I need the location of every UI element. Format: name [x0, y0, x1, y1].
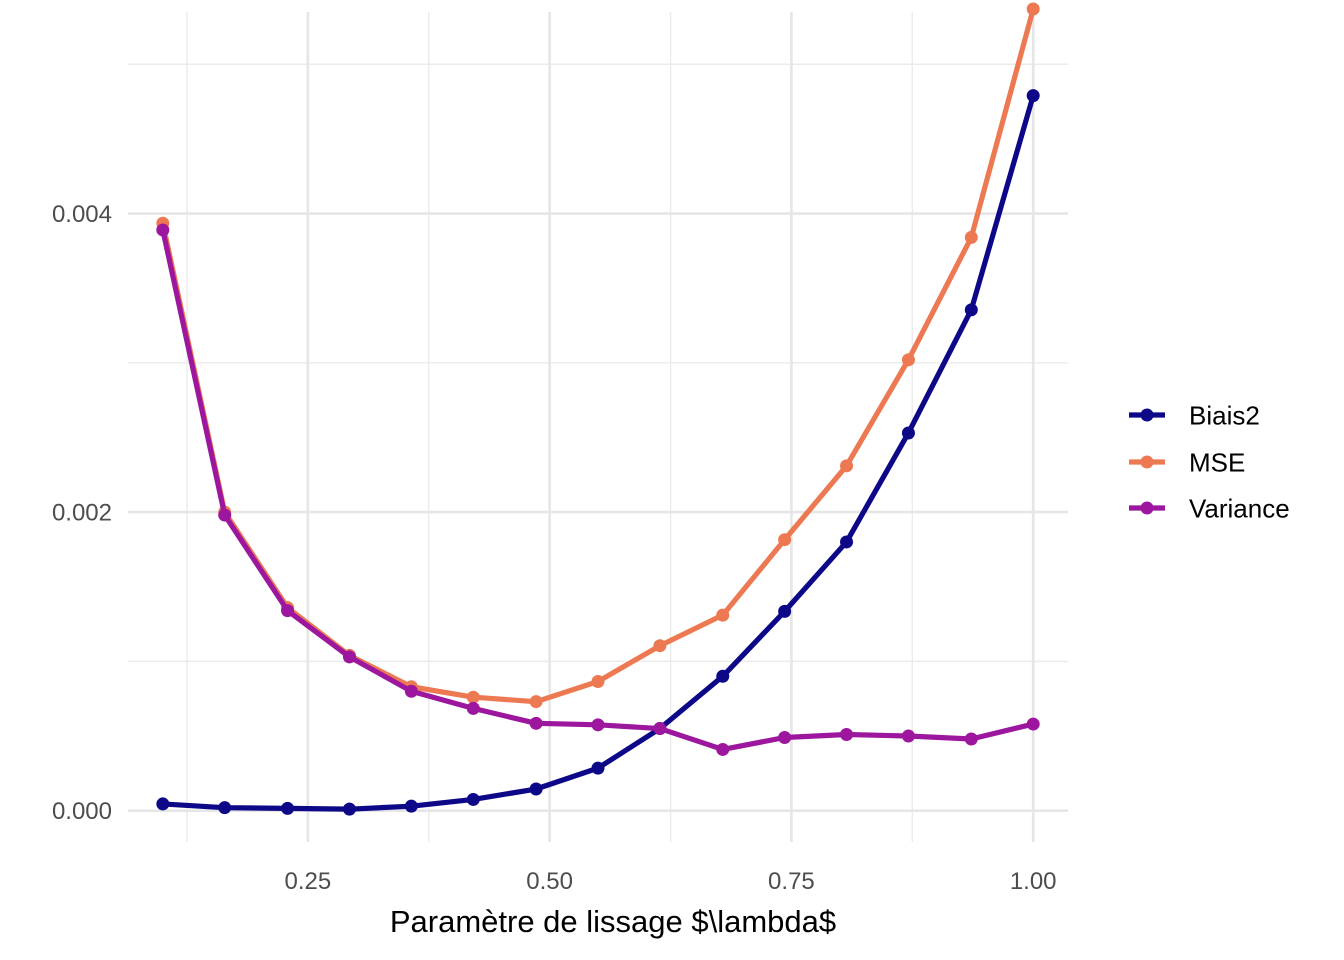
y-tick-label: 0.002: [52, 500, 112, 527]
point-biais2: [218, 801, 232, 815]
legend-label: Variance: [1189, 494, 1290, 524]
point-biais2: [404, 799, 418, 813]
legend-label: Biais2: [1189, 401, 1260, 431]
legend: Biais2 MSE Variance: [1129, 401, 1290, 524]
series-line-mse: [160, 8, 1036, 705]
point-variance: [218, 508, 232, 522]
x-axis-title: Paramètre de lissage $\lambda$: [390, 904, 836, 939]
point-variance: [653, 722, 667, 736]
point-variance: [964, 732, 978, 746]
series-mse: [156, 2, 1040, 709]
legend-key-point: [1140, 501, 1154, 515]
series-biais2: [156, 89, 1040, 816]
series-line-biais2: [162, 94, 1036, 812]
point-variance: [901, 729, 915, 743]
point-biais2: [840, 535, 854, 549]
point-biais2: [156, 797, 170, 811]
point-variance: [716, 742, 730, 756]
point-variance: [591, 718, 605, 732]
point-biais2: [964, 303, 978, 317]
point-mse: [466, 690, 480, 704]
point-variance: [404, 684, 418, 698]
grid-minor: [128, 12, 1068, 842]
point-biais2: [466, 792, 480, 806]
point-biais2: [716, 669, 730, 683]
point-variance: [156, 223, 170, 237]
point-variance: [529, 716, 543, 730]
point-variance: [778, 731, 792, 745]
point-variance: [466, 701, 480, 715]
y-tick-label: 0.000: [52, 798, 112, 825]
point-mse: [653, 639, 667, 653]
point-biais2: [529, 782, 543, 796]
point-biais2: [591, 761, 605, 775]
legend-key-point: [1140, 408, 1154, 422]
point-mse: [964, 230, 978, 244]
legend-item-variance: Variance: [1129, 494, 1290, 524]
point-biais2: [1026, 89, 1040, 103]
point-variance: [342, 650, 356, 664]
x-tick-label: 1.00: [1010, 868, 1057, 895]
point-variance: [281, 604, 295, 618]
point-variance: [840, 728, 854, 742]
legend-item-biais2: Biais2: [1129, 401, 1260, 431]
point-mse: [591, 675, 605, 689]
point-mse: [529, 695, 543, 709]
y-tick-label: 0.004: [52, 201, 112, 228]
legend-label: MSE: [1189, 448, 1245, 478]
point-mse: [1026, 2, 1040, 16]
point-mse: [778, 533, 792, 547]
point-biais2: [342, 802, 356, 816]
x-tick-label: 0.25: [285, 868, 332, 895]
point-biais2: [901, 426, 915, 440]
point-mse: [716, 608, 730, 622]
point-biais2: [281, 801, 295, 815]
legend-item-mse: MSE: [1129, 448, 1245, 478]
series-layer: [156, 2, 1040, 816]
x-tick-label: 0.75: [768, 868, 815, 895]
x-tick-labels: 0.25 0.50 0.75 1.00: [285, 868, 1057, 895]
point-mse: [840, 459, 854, 473]
point-variance: [1026, 717, 1040, 731]
grid-major: [128, 12, 1068, 842]
point-mse: [901, 353, 915, 367]
series-line-variance: [160, 229, 1034, 753]
y-tick-labels: 0.000 0.002 0.004: [52, 201, 112, 825]
legend-key-point: [1140, 455, 1154, 469]
x-tick-label: 0.50: [526, 868, 573, 895]
series-variance: [156, 223, 1040, 756]
point-biais2: [778, 604, 792, 618]
